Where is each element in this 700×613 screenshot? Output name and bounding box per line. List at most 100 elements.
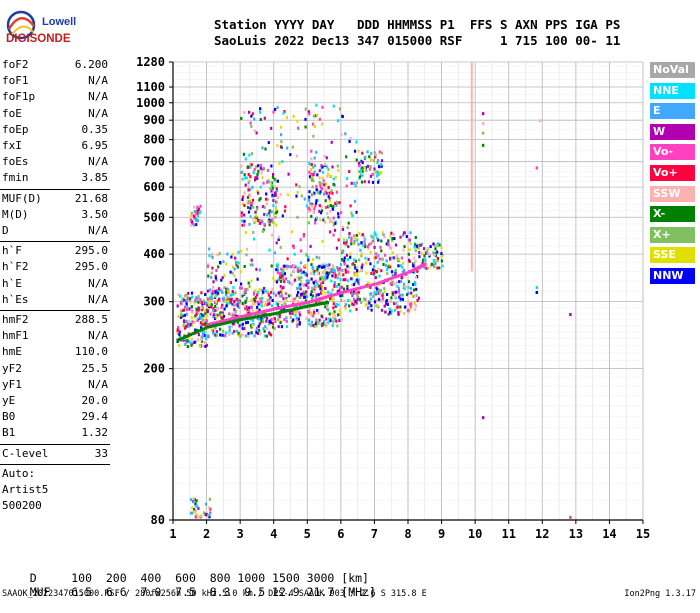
echo-point [369,262,372,266]
echo-point [313,310,316,314]
echo-point [433,265,436,268]
echo-point [203,330,206,334]
echo-point [221,311,224,315]
echo-point [417,246,420,250]
echo-point [287,280,290,283]
echo-point [219,288,222,292]
echo-point [312,179,315,183]
echo-point [351,214,354,217]
trace-point [331,293,335,297]
echo-point [246,165,250,169]
echo-point [317,293,320,297]
echo-point [280,133,283,137]
trace-point [360,286,363,290]
echo-point [298,285,301,289]
echo-point [190,211,193,215]
echo-point [295,316,298,320]
echo-point [363,242,367,246]
echo-point [414,282,417,286]
echo-point [296,268,299,272]
echo-point [296,119,299,123]
echo-point [308,195,311,199]
echo-point [326,308,330,312]
echo-point [304,299,307,303]
c-level-row: C-level 33 [2,447,108,463]
echo-point [344,270,347,274]
echo-point [312,266,315,270]
echo-point [215,269,218,272]
echo-point [248,308,251,312]
echo-point [345,184,348,188]
echo-point [266,290,269,294]
echo-point [274,215,277,219]
echo-point [283,308,286,311]
echo-point [278,294,281,298]
echo-point [249,263,252,267]
echo-point [326,264,329,267]
echo-point [209,288,212,292]
echo-point [271,186,274,190]
param-value: N/A [88,106,108,120]
echo-point [285,319,288,323]
echo-point [376,159,380,162]
echo-point [423,257,427,261]
trace-point [242,317,246,321]
legend-item: E [650,103,695,120]
echo-point [399,235,402,239]
echo-point [329,174,332,178]
echo-point [248,188,252,192]
echo-point [344,303,347,307]
echo-point [298,321,301,325]
echo-point [254,219,257,223]
echo-point [198,515,201,519]
echo-point [200,291,203,295]
echo-point [334,273,337,277]
echo-point [190,498,193,502]
echo-point [234,313,237,317]
echo-point [259,110,262,114]
echo-point [370,308,373,312]
echo-point [314,279,317,283]
echo-point [278,235,281,239]
echo-point [264,289,267,293]
echo-point [299,268,302,272]
echo-point [369,166,372,170]
echo-point [268,248,271,252]
echo-point [252,231,255,234]
echo-point [324,220,327,224]
echo-point [272,173,275,176]
echo-point [234,309,237,313]
echo-point [377,267,380,271]
echo-point [382,297,385,301]
echo-point [438,243,441,247]
echo-point [237,306,241,309]
echo-point [251,198,255,202]
echo-point [259,221,262,225]
echo-point [228,329,231,333]
echo-point [260,316,263,320]
echo-point [194,298,197,302]
echo-point [356,238,359,242]
echo-point [262,228,265,232]
echo-point [210,275,213,279]
echo-point [320,205,323,209]
echo-point [351,262,354,266]
echo-point [332,269,335,273]
echo-point [334,221,337,225]
echo-point [256,277,259,281]
echo-point [341,268,344,272]
trace-point [345,289,349,293]
echo-point [380,299,383,303]
echo-point [365,261,368,265]
param-name: hmF2 [2,313,29,326]
echo-point [291,145,294,149]
echo-point [218,313,221,317]
echo-point [186,321,189,325]
echo-point [391,274,395,277]
echo-point [416,299,419,302]
divider [0,241,110,243]
param-row: hmE 110.0 [2,345,108,361]
echo-point [251,112,254,116]
echo-point [414,259,417,263]
param-row: foEp 0.35 [2,123,108,139]
